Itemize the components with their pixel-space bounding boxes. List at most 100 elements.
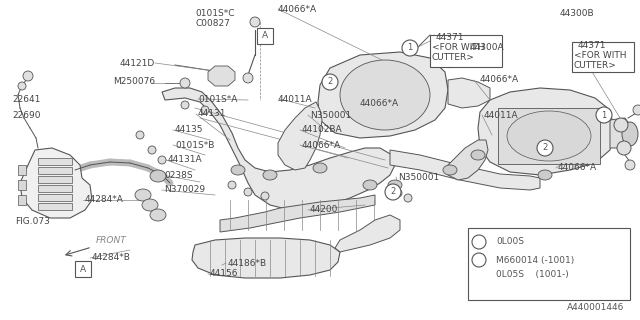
Text: M660014 (-1001): M660014 (-1001) xyxy=(496,255,574,265)
Circle shape xyxy=(385,184,401,200)
Polygon shape xyxy=(220,195,375,232)
Polygon shape xyxy=(335,215,400,252)
Circle shape xyxy=(180,78,190,88)
Polygon shape xyxy=(448,140,488,180)
Text: FRONT: FRONT xyxy=(96,236,127,245)
Text: 22690: 22690 xyxy=(12,110,40,119)
Polygon shape xyxy=(208,66,235,86)
Ellipse shape xyxy=(313,163,327,173)
Bar xyxy=(257,28,273,44)
Circle shape xyxy=(148,146,156,154)
Text: N350001: N350001 xyxy=(310,110,351,119)
Circle shape xyxy=(625,160,635,170)
Ellipse shape xyxy=(142,199,158,211)
Text: 1: 1 xyxy=(602,110,607,119)
Circle shape xyxy=(201,106,209,114)
Circle shape xyxy=(596,107,612,123)
Circle shape xyxy=(250,17,260,27)
Text: 44156: 44156 xyxy=(210,269,239,278)
Text: 44284*A: 44284*A xyxy=(85,196,124,204)
Circle shape xyxy=(394,189,402,197)
Text: N350001: N350001 xyxy=(398,172,439,181)
Text: 44371: 44371 xyxy=(436,34,465,43)
Text: 44011A: 44011A xyxy=(484,110,518,119)
Ellipse shape xyxy=(443,165,457,175)
Polygon shape xyxy=(38,203,72,210)
Polygon shape xyxy=(18,195,26,205)
Ellipse shape xyxy=(388,180,402,190)
Circle shape xyxy=(181,101,189,109)
Text: 0101S*C: 0101S*C xyxy=(195,10,234,19)
Text: 44135: 44135 xyxy=(175,125,204,134)
Polygon shape xyxy=(20,148,92,218)
Ellipse shape xyxy=(538,170,552,180)
Polygon shape xyxy=(390,150,540,190)
Text: 44200: 44200 xyxy=(310,205,339,214)
Text: <FOR WITH: <FOR WITH xyxy=(574,51,627,60)
Text: 2: 2 xyxy=(390,188,396,196)
Circle shape xyxy=(472,235,486,249)
Ellipse shape xyxy=(263,170,277,180)
Text: 44066*A: 44066*A xyxy=(302,140,341,149)
Bar xyxy=(75,261,91,277)
Ellipse shape xyxy=(622,122,638,146)
Polygon shape xyxy=(610,118,632,148)
Text: 44011A: 44011A xyxy=(278,94,312,103)
Ellipse shape xyxy=(471,150,485,160)
Text: 44300A: 44300A xyxy=(470,44,504,52)
Polygon shape xyxy=(478,88,614,175)
Text: 44131A: 44131A xyxy=(168,156,203,164)
Polygon shape xyxy=(38,167,72,174)
Polygon shape xyxy=(18,165,26,175)
Text: A: A xyxy=(80,265,86,274)
Bar xyxy=(430,35,502,67)
Polygon shape xyxy=(38,158,72,165)
Text: 0238S: 0238S xyxy=(164,171,193,180)
Text: A440001446: A440001446 xyxy=(566,303,624,312)
Bar xyxy=(572,42,634,72)
Circle shape xyxy=(136,131,144,139)
Text: 2: 2 xyxy=(542,143,548,153)
Bar xyxy=(498,108,600,164)
Text: C00827: C00827 xyxy=(195,20,230,28)
Text: 44102BA: 44102BA xyxy=(302,125,342,134)
Text: 22641: 22641 xyxy=(12,95,40,105)
Text: 44371: 44371 xyxy=(578,41,607,50)
Circle shape xyxy=(244,188,252,196)
Polygon shape xyxy=(38,194,72,201)
Text: 44066*A: 44066*A xyxy=(480,76,519,84)
Text: 44300B: 44300B xyxy=(560,10,595,19)
Text: 2: 2 xyxy=(328,77,333,86)
Circle shape xyxy=(23,71,33,81)
Text: 44066*A: 44066*A xyxy=(558,164,597,172)
Text: 44066*A: 44066*A xyxy=(360,100,399,108)
Text: 1: 1 xyxy=(408,44,413,52)
Circle shape xyxy=(243,73,253,83)
Ellipse shape xyxy=(150,209,166,221)
Text: <FOR WITH: <FOR WITH xyxy=(432,44,484,52)
Circle shape xyxy=(537,140,553,156)
Text: 0L05S    (1001-): 0L05S (1001-) xyxy=(496,269,569,278)
Polygon shape xyxy=(38,185,72,192)
Ellipse shape xyxy=(363,180,377,190)
Polygon shape xyxy=(448,78,490,108)
Circle shape xyxy=(617,141,631,155)
Text: CUTTER>: CUTTER> xyxy=(574,60,617,69)
Text: 44186*B: 44186*B xyxy=(228,259,267,268)
Polygon shape xyxy=(18,180,26,190)
Text: 0L00S: 0L00S xyxy=(496,237,524,246)
Polygon shape xyxy=(192,238,340,278)
Ellipse shape xyxy=(150,170,166,182)
Polygon shape xyxy=(278,102,322,170)
Circle shape xyxy=(614,118,628,132)
Polygon shape xyxy=(38,176,72,183)
Ellipse shape xyxy=(135,189,151,201)
Circle shape xyxy=(402,40,418,56)
Circle shape xyxy=(472,253,486,267)
Polygon shape xyxy=(162,88,395,210)
Polygon shape xyxy=(318,52,448,138)
Circle shape xyxy=(322,74,338,90)
Circle shape xyxy=(261,192,269,200)
Text: 1: 1 xyxy=(476,237,482,246)
Ellipse shape xyxy=(507,111,591,161)
